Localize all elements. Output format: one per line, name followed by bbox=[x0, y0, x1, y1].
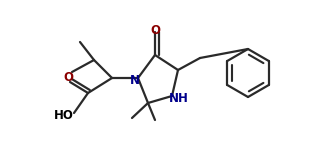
Text: N: N bbox=[130, 73, 140, 86]
Text: HO: HO bbox=[54, 108, 74, 121]
Text: O: O bbox=[150, 24, 160, 37]
Text: NH: NH bbox=[169, 91, 189, 104]
Text: O: O bbox=[63, 71, 73, 84]
